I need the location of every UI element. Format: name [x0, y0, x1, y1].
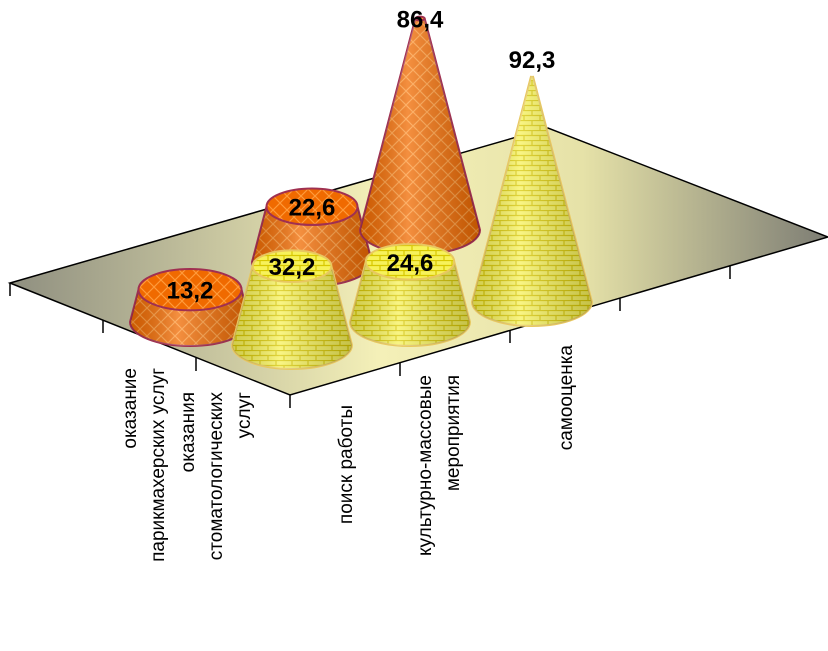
value-label: 13,2 [167, 278, 214, 305]
x-tick-label: парикмахерских услуг [148, 368, 169, 562]
category-labels: оказание парикмахерских услуг оказания стом… [120, 345, 577, 562]
cone: 24,6 [348, 243, 472, 347]
cone-shade [472, 76, 592, 326]
x-tick-label: оказания [178, 392, 199, 472]
cone-shade [130, 289, 250, 346]
value-label: 32,2 [269, 254, 316, 281]
x-tick-label: услуг [234, 392, 255, 438]
cone-shade [350, 261, 470, 346]
x-tick-label: стоматологических [206, 392, 227, 561]
x-tick-label: самооценка [556, 345, 577, 451]
cone: 13,2 [128, 268, 252, 347]
cone-top [364, 243, 456, 281]
axis-ticks [9, 266, 731, 408]
x-tick-label: оказание [120, 368, 141, 449]
x-tick-label: поиск работы [336, 405, 357, 524]
cone-shade [360, 18, 480, 254]
cones: 13,2 22,6 86,4 32,2 24,6 92,3 [128, 6, 594, 370]
x-tick-label: культурно-массовые [415, 375, 436, 556]
value-label: 22,6 [289, 195, 336, 222]
cone: 86,4 [358, 6, 482, 255]
x-tick-label: мероприятия [443, 375, 464, 491]
cone: 22,6 [250, 187, 374, 287]
cone-top [265, 187, 359, 226]
cone-top [137, 268, 243, 312]
cone-top [414, 15, 426, 22]
cone-top [251, 249, 333, 283]
value-label: 24,6 [387, 250, 434, 277]
value-label: 86,4 [397, 6, 444, 33]
cone-shade [232, 266, 352, 369]
cone: 32,2 [230, 249, 354, 370]
value-label: 92,3 [509, 47, 556, 74]
cone: 92,3 [470, 47, 594, 327]
